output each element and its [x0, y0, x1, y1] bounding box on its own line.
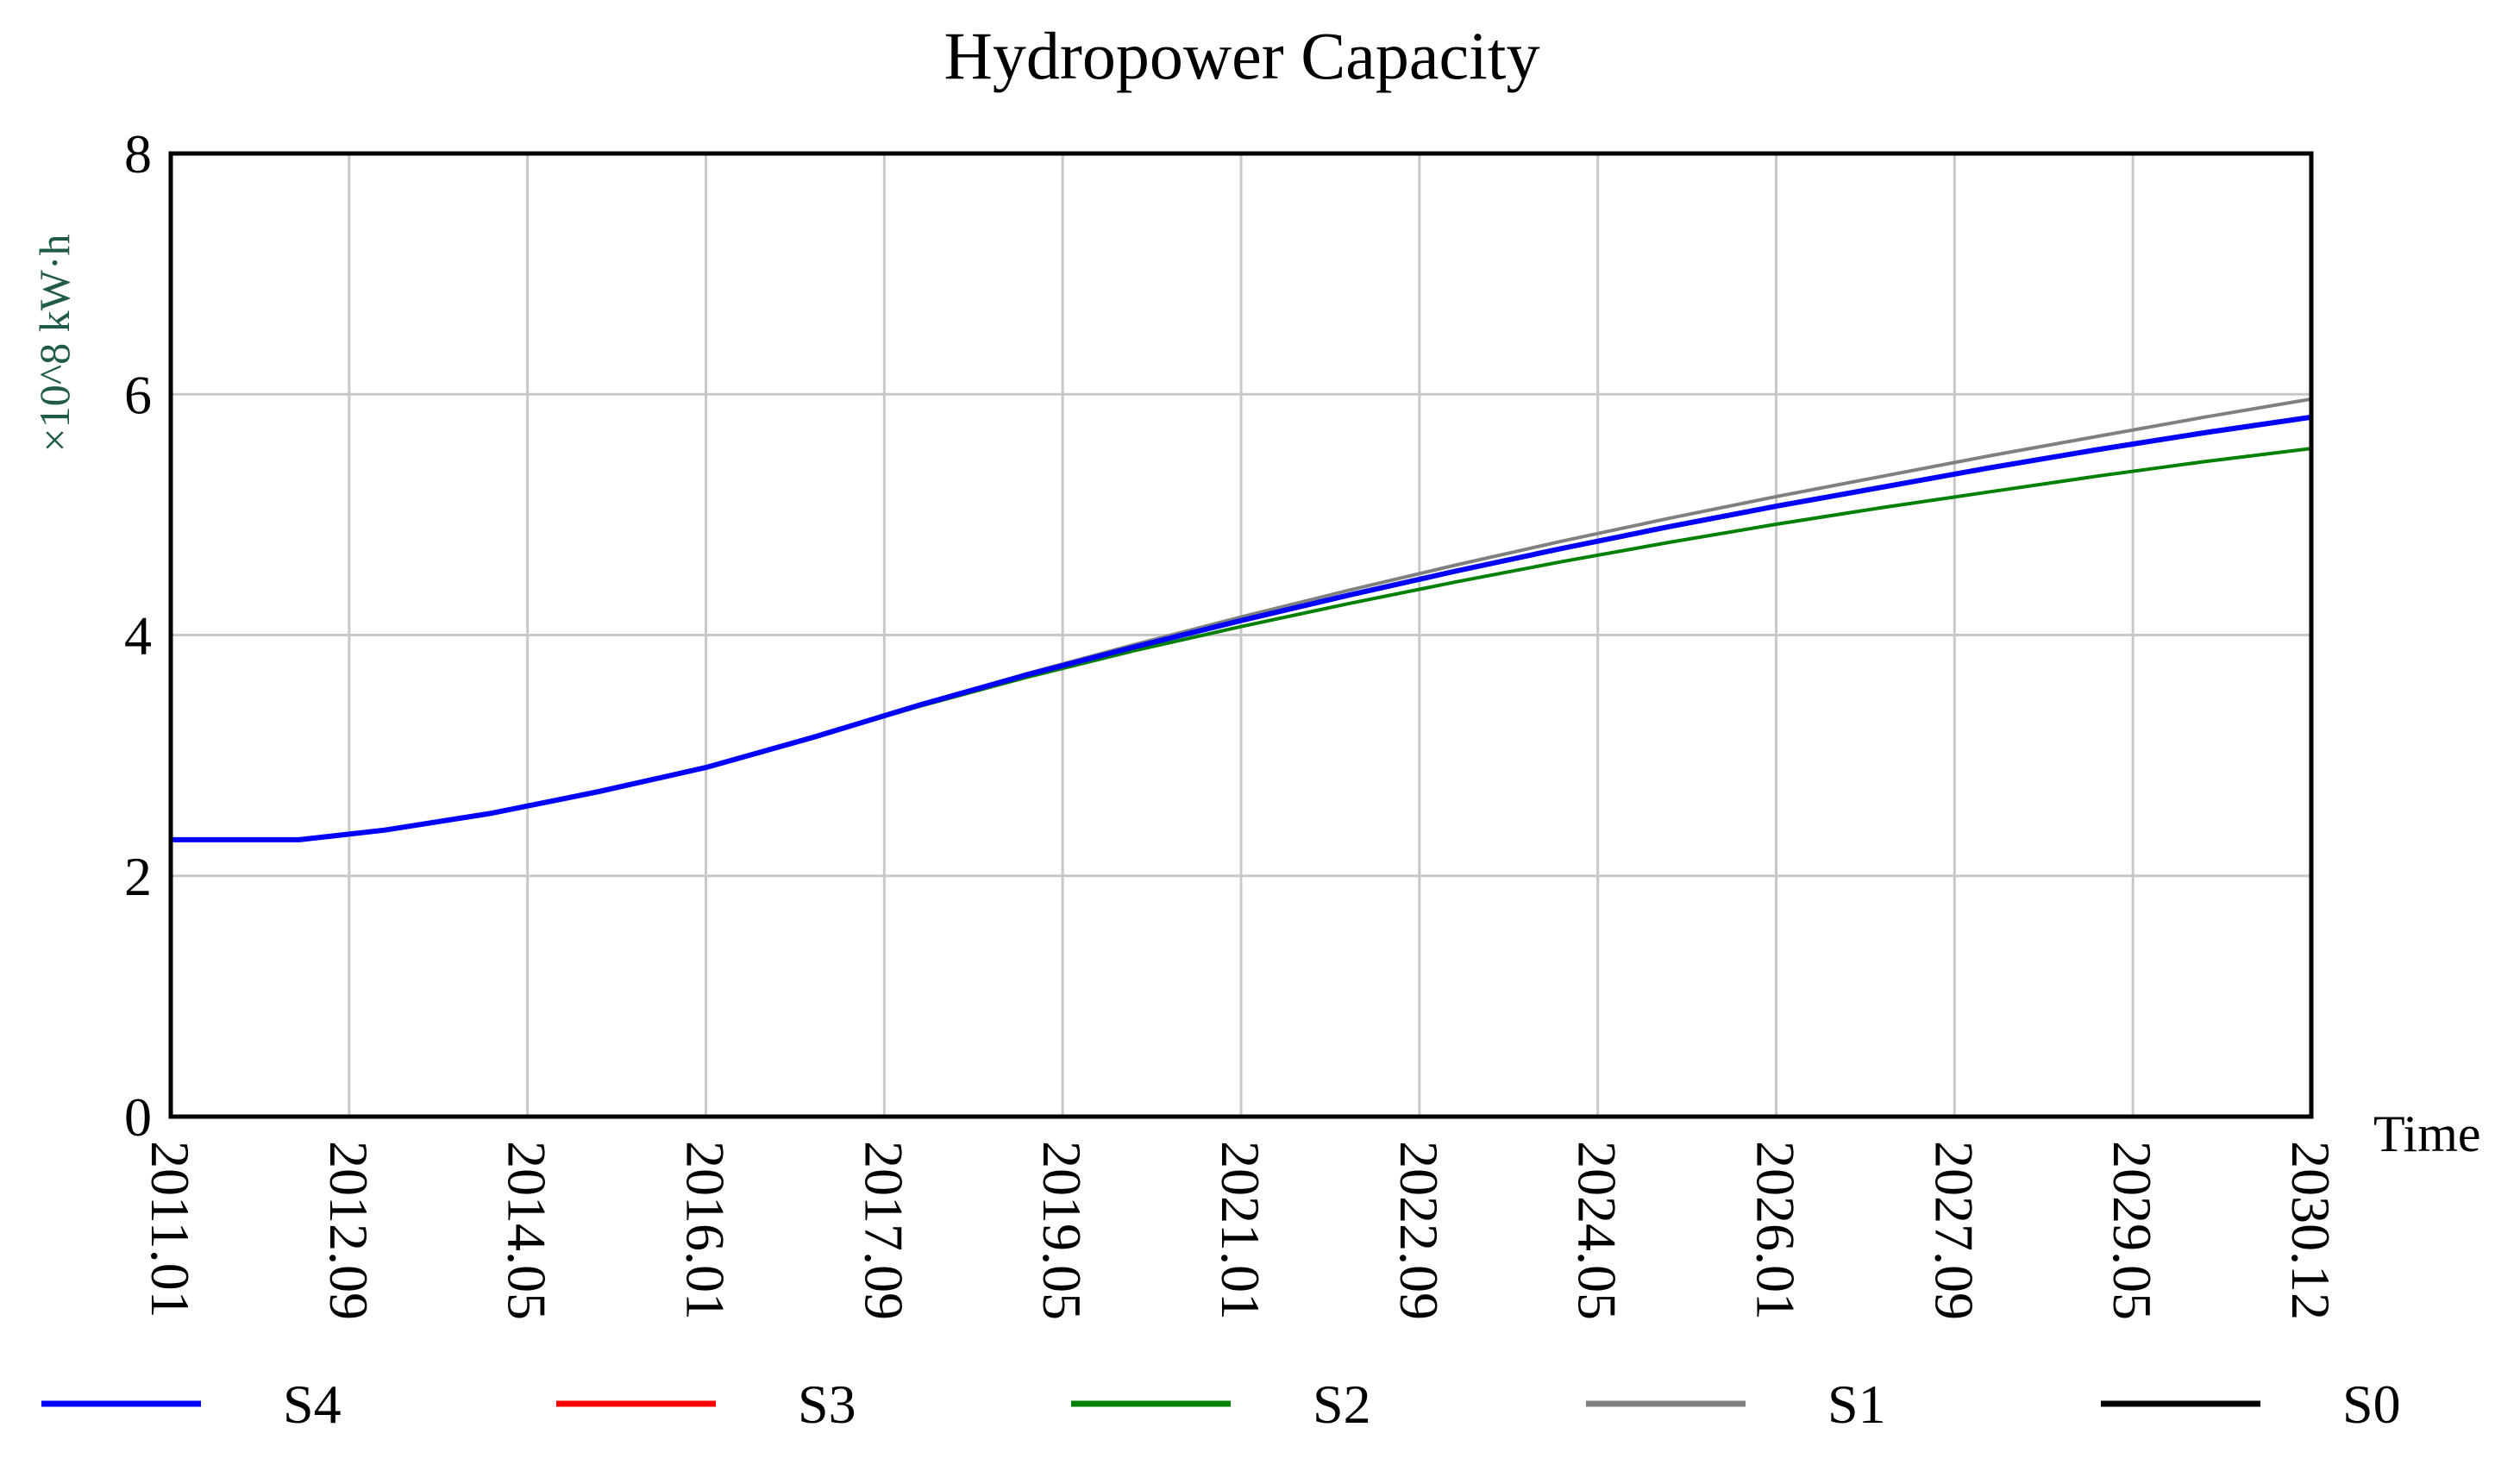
legend-item-s2: S2 [1071, 1374, 1371, 1435]
y-axis-ticks: 0 2 4 6 8 [124, 123, 152, 1148]
y-tick-label: 0 [124, 1086, 152, 1148]
series-line-s4 [171, 414, 2312, 842]
legend-label: S0 [2342, 1374, 2401, 1435]
legend-item-s4: S4 [41, 1374, 342, 1435]
y-tick-label: 4 [124, 605, 152, 667]
legend-item-s0: S0 [2101, 1374, 2401, 1435]
legend-item-s3: S3 [556, 1374, 856, 1435]
x-tick-label: 2012.09 [318, 1141, 379, 1320]
chart-title: Hydropower Capacity [943, 18, 1540, 93]
legend-label: S3 [798, 1374, 856, 1435]
x-tick-label: 2011.01 [140, 1141, 201, 1318]
x-tick-label: 2019.05 [1031, 1141, 1093, 1320]
x-tick-label: 2026.01 [1746, 1141, 1807, 1320]
x-tick-label: 2017.09 [853, 1141, 914, 1320]
legend-item-s1: S1 [1586, 1374, 1886, 1435]
y-tick-label: 8 [124, 123, 152, 185]
x-tick-label: 2027.09 [1923, 1141, 1984, 1320]
y-axis-label: ×10^8 kW·h [30, 234, 78, 452]
x-tick-label: 2021.01 [1210, 1141, 1271, 1320]
series-lines [171, 397, 2312, 842]
x-tick-label: 2016.01 [675, 1141, 737, 1320]
legend-label: S2 [1313, 1374, 1371, 1435]
legend: S4 S3 S2 S1 S0 [41, 1374, 2401, 1435]
y-tick-label: 2 [124, 846, 152, 907]
x-axis-ticks: 2011.01 2012.09 2014.05 2016.01 2017.09 2019.… [140, 1141, 2341, 1320]
x-tick-label: 2029.05 [2102, 1141, 2163, 1320]
legend-label: S4 [283, 1374, 342, 1435]
grid [169, 152, 2313, 1118]
x-tick-label: 2030.12 [2280, 1141, 2341, 1320]
x-tick-label: 2022.09 [1389, 1141, 1450, 1320]
plot-area [168, 151, 2314, 1119]
x-tick-label: 2014.05 [497, 1141, 558, 1320]
x-tick-label: 2024.05 [1567, 1141, 1628, 1320]
x-axis-label: Time [2373, 1105, 2481, 1162]
legend-label: S1 [1827, 1374, 1886, 1435]
y-tick-label: 6 [124, 364, 152, 425]
